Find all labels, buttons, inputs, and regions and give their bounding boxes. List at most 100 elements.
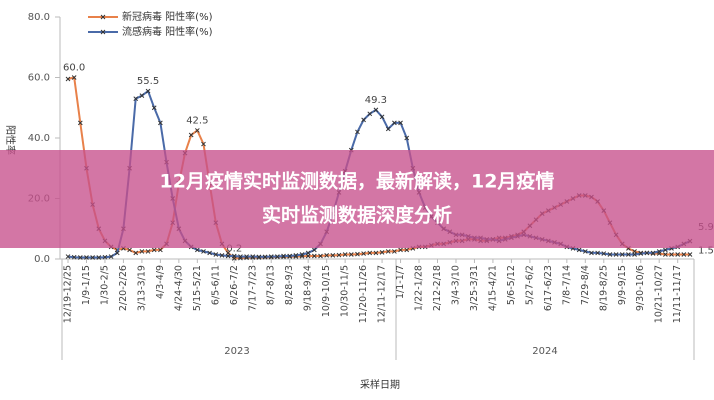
point-marker — [102, 254, 108, 260]
x-tick-label: 9/30-10/6 — [635, 265, 646, 311]
point-marker — [201, 141, 206, 147]
banner-text: 实时监测数据深度分析 — [262, 204, 452, 227]
point-marker — [194, 247, 200, 253]
point-marker — [275, 254, 280, 259]
point-marker — [299, 252, 305, 257]
x-tick-label: 3/13-3/19 — [136, 265, 147, 311]
point-marker — [619, 252, 625, 257]
data-label: 49.3 — [365, 95, 387, 106]
point-marker — [644, 250, 650, 256]
point-marker — [576, 247, 582, 253]
point-marker — [108, 254, 114, 259]
point-marker — [367, 250, 373, 256]
point-marker — [127, 247, 132, 253]
point-marker — [385, 249, 391, 254]
x-tick-label: 5/15-5/21 — [192, 265, 203, 311]
point-marker — [219, 253, 225, 258]
point-marker — [305, 250, 311, 256]
point-marker — [348, 252, 354, 257]
x-tick-label: 3/4-3/10 — [450, 265, 461, 305]
point-marker — [336, 252, 342, 258]
point-marker — [385, 126, 391, 132]
x-tick-label: 1/1-1/7 — [395, 265, 406, 299]
x-tick-label: 7/29-8/4 — [580, 265, 591, 305]
point-marker — [398, 247, 403, 253]
point-marker — [250, 254, 256, 259]
x-tick-label: 12/11-12/17 — [377, 265, 388, 323]
point-marker — [324, 253, 330, 258]
banner-text: 12月疫情实时监测数据，最新解读，12月疫情 — [160, 170, 555, 193]
x-tick-label: 6/26-7/2 — [229, 265, 240, 305]
point-marker — [244, 254, 249, 259]
x-tick-label: 11/11-11/17 — [672, 265, 683, 323]
x-tick-label: 10/9-10/15 — [321, 265, 332, 317]
data-label: 1.5 — [698, 245, 714, 256]
x-tick-label: 4/3-4/9 — [155, 265, 166, 299]
point-marker — [281, 253, 286, 259]
point-marker — [675, 252, 681, 257]
x-tick-label: 6/5-6/11 — [210, 265, 221, 305]
point-marker — [231, 253, 237, 259]
point-marker — [342, 252, 348, 257]
point-marker — [656, 249, 662, 254]
point-marker — [355, 129, 360, 135]
point-marker — [582, 249, 588, 254]
point-marker — [595, 250, 600, 256]
x-tick-label: 2/12-2/18 — [432, 265, 443, 311]
point-marker — [114, 250, 120, 256]
data-label: 60.0 — [63, 63, 85, 74]
point-marker — [379, 114, 385, 120]
point-marker — [681, 252, 687, 257]
point-marker — [367, 111, 373, 117]
point-marker — [207, 250, 212, 256]
point-marker — [65, 254, 71, 259]
y-tick-label: 40.0 — [28, 133, 50, 144]
point-marker — [268, 254, 274, 259]
point-marker — [392, 249, 397, 254]
legend-label: 流感病毒 阳性率(%) — [122, 25, 213, 38]
point-marker — [392, 120, 397, 126]
data-label: 42.5 — [186, 115, 208, 126]
x-tick-label: 2/20-2/26 — [118, 265, 129, 311]
year-label: 2024 — [532, 346, 557, 357]
point-marker — [663, 247, 668, 253]
y-tick-label: 60.0 — [28, 73, 50, 84]
legend-marker — [100, 14, 106, 20]
legend-marker — [100, 29, 106, 35]
x-tick-label: 9/18-9/24 — [303, 265, 314, 311]
point-marker — [151, 105, 157, 111]
y-tick-label: 0.0 — [34, 254, 50, 265]
point-marker — [133, 250, 139, 256]
point-marker — [213, 252, 219, 257]
point-marker — [650, 250, 656, 256]
point-marker — [398, 120, 403, 126]
point-marker — [355, 251, 360, 257]
y-axis-title: 阳性率 — [4, 125, 17, 155]
point-marker — [607, 252, 613, 257]
point-marker — [238, 254, 243, 259]
point-marker — [361, 117, 366, 123]
x-tick-label: 1/30-2/5 — [99, 265, 110, 305]
x-axis-title: 采样日期 — [360, 378, 400, 391]
point-marker — [71, 75, 77, 80]
legend-label: 新冠病毒 阳性率(%) — [122, 10, 213, 23]
banner — [0, 150, 714, 248]
x-tick-label: 10/21-10/27 — [654, 265, 665, 323]
point-marker — [133, 96, 139, 102]
y-tick-label: 80.0 — [28, 12, 50, 23]
x-tick-label: 4/15-4/21 — [487, 265, 498, 311]
x-tick-label: 10/30-11/5 — [340, 265, 351, 317]
point-marker — [194, 128, 200, 133]
point-marker — [151, 247, 157, 253]
point-marker — [373, 250, 379, 256]
x-tick-label: 8/28-9/3 — [284, 265, 295, 305]
point-marker — [96, 255, 102, 260]
x-tick-label: 7/8-7/14 — [561, 265, 572, 305]
point-marker — [84, 255, 89, 260]
point-marker — [318, 253, 323, 259]
point-marker — [256, 254, 262, 260]
point-marker — [225, 253, 231, 259]
point-marker — [145, 88, 151, 94]
x-tick-label: 9/9-9/15 — [617, 265, 628, 305]
